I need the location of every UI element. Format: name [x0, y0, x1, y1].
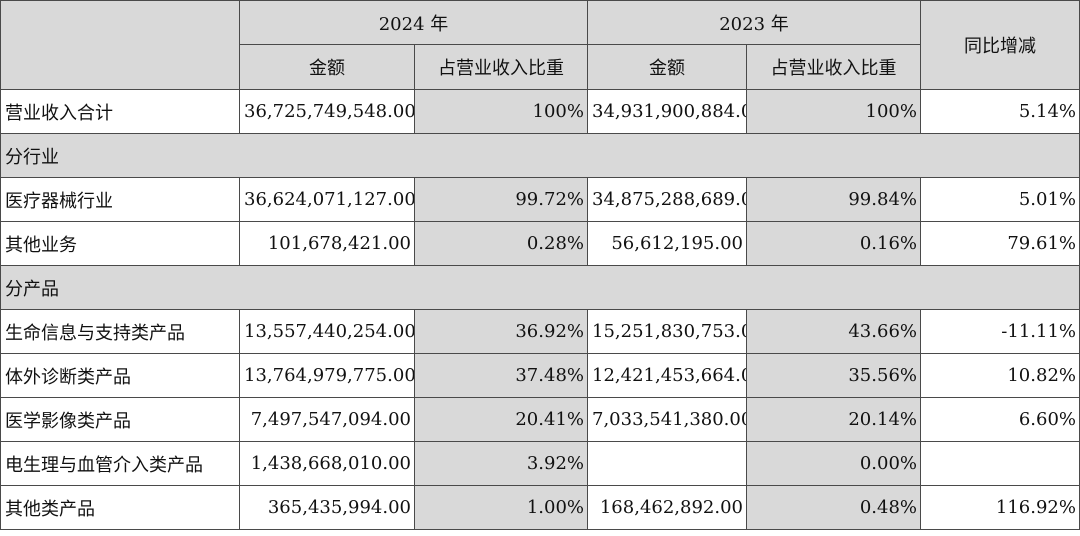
header-yoy: 同比增减 — [920, 0, 1080, 90]
row-label: 医疗器械行业 — [0, 177, 240, 222]
yoy-cell: 79.61% — [920, 221, 1080, 266]
share-2023-cell: 99.84% — [746, 177, 921, 222]
table-row: 营业收入合计 36,725,749,548.00 100% 34,931,900,88… — [0, 89, 1080, 134]
table-row: 生命信息与支持类产品 13,557,440,254.00 36.92% 15,251,… — [0, 309, 1080, 354]
amount-2024-cell: 365,435,994.00 — [239, 485, 415, 530]
section-label: 分产品 — [0, 265, 1080, 310]
section-label: 分行业 — [0, 133, 1080, 178]
amount-2024-cell: 36,725,749,548.00 — [239, 89, 415, 134]
yoy-cell: 6.60% — [920, 397, 1080, 442]
share-2024-cell: 20.41% — [414, 397, 588, 442]
share-2024-cell: 3.92% — [414, 441, 588, 486]
share-2024-cell: 1.00% — [414, 485, 588, 530]
yoy-cell: 5.14% — [920, 89, 1080, 134]
row-label: 其他类产品 — [0, 485, 240, 530]
amount-2023-cell: 56,612,195.00 — [587, 221, 747, 266]
row-label: 电生理与血管介入类产品 — [0, 441, 240, 486]
header-row-years: 2024 年 2023 年 同比增减 — [0, 0, 1080, 90]
header-row-metrics: 金额 占营业收入比重 金额 占营业收入比重 — [1, 44, 1080, 90]
row-label: 生命信息与支持类产品 — [0, 309, 240, 354]
section-row: 分行业 — [0, 133, 1080, 178]
yoy-cell: 10.82% — [920, 353, 1080, 398]
share-2024-cell: 99.72% — [414, 177, 588, 222]
row-label: 其他业务 — [0, 221, 240, 266]
yoy-cell: 5.01% — [920, 177, 1080, 222]
share-2023-cell: 43.66% — [746, 309, 921, 354]
amount-2024-cell: 101,678,421.00 — [239, 221, 415, 266]
amount-2023-cell: 7,033,541,380.00 — [587, 397, 747, 442]
amount-2024-cell: 1,438,668,010.00 — [239, 441, 415, 486]
amount-2024-cell: 36,624,071,127.00 — [239, 177, 415, 222]
table-row: 电生理与血管介入类产品 1,438,668,010.00 3.92% 0.00% — [0, 441, 1080, 486]
amount-2023-cell: 34,931,900,884.00 — [587, 89, 747, 134]
table-row: 其他业务 101,678,421.00 0.28% 56,612,195.00 0.16… — [0, 221, 1080, 266]
header-share-2024: 占营业收入比重 — [414, 44, 588, 90]
header-corner-cell — [0, 0, 240, 90]
amount-2024-cell: 13,764,979,775.00 — [239, 353, 415, 398]
table-row: 医学影像类产品 7,497,547,094.00 20.41% 7,033,541,3… — [0, 397, 1080, 442]
share-2024-cell: 0.28% — [414, 221, 588, 266]
header-year-2023: 2023 年 — [587, 0, 921, 45]
share-2024-cell: 100% — [414, 89, 588, 134]
yoy-cell — [920, 441, 1080, 486]
section-row: 分产品 — [0, 265, 1080, 310]
share-2023-cell: 0.48% — [746, 485, 921, 530]
header-amount-2023: 金额 — [587, 44, 747, 90]
amount-2024-cell: 7,497,547,094.00 — [239, 397, 415, 442]
header-share-2023: 占营业收入比重 — [746, 44, 921, 90]
share-2023-cell: 35.56% — [746, 353, 921, 398]
share-2024-cell: 37.48% — [414, 353, 588, 398]
table-row: 医疗器械行业 36,624,071,127.00 99.72% 34,875,288,… — [0, 177, 1080, 222]
table-row: 其他类产品 365,435,994.00 1.00% 168,462,892.00 0.… — [0, 485, 1080, 530]
header-amount-2024: 金额 — [239, 44, 415, 90]
row-label: 医学影像类产品 — [0, 397, 240, 442]
amount-2023-cell — [587, 441, 747, 486]
share-2024-cell: 36.92% — [414, 309, 588, 354]
share-2023-cell: 20.14% — [746, 397, 921, 442]
table-row: 体外诊断类产品 13,764,979,775.00 37.48% 12,421,453… — [0, 353, 1080, 398]
row-label: 营业收入合计 — [0, 89, 240, 134]
amount-2023-cell: 12,421,453,664.00 — [587, 353, 747, 398]
amount-2023-cell: 168,462,892.00 — [587, 485, 747, 530]
share-2023-cell: 0.16% — [746, 221, 921, 266]
yoy-cell: 116.92% — [920, 485, 1080, 530]
header-year-2024: 2024 年 — [239, 0, 588, 45]
share-2023-cell: 0.00% — [746, 441, 921, 486]
share-2023-cell: 100% — [746, 89, 921, 134]
table-body: 营业收入合计 36,725,749,548.00 100% 34,931,900,88… — [0, 89, 1080, 530]
amount-2024-cell: 13,557,440,254.00 — [239, 309, 415, 354]
amount-2023-cell: 34,875,288,689.00 — [587, 177, 747, 222]
amount-2023-cell: 15,251,830,753.00 — [587, 309, 747, 354]
row-label: 体外诊断类产品 — [0, 353, 240, 398]
yoy-cell: -11.11% — [920, 309, 1080, 354]
